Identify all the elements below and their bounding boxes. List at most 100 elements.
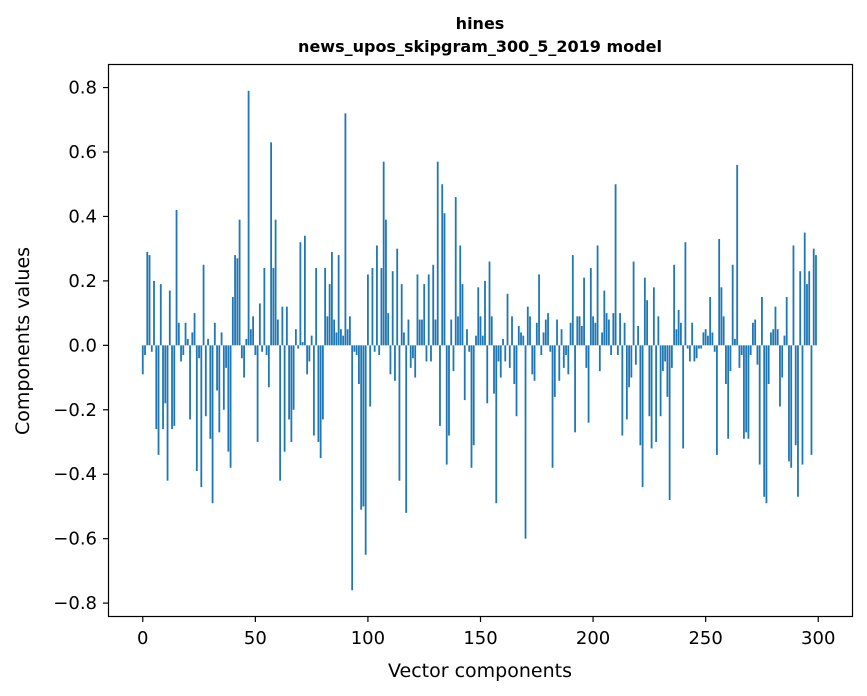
bar	[729, 345, 732, 372]
bar	[547, 313, 549, 346]
bar	[540, 345, 543, 355]
bar	[693, 345, 696, 362]
bar	[497, 345, 500, 362]
bar	[254, 345, 257, 355]
y-tick-label: −0.6	[53, 529, 97, 550]
bar	[556, 319, 558, 346]
bar	[198, 345, 200, 359]
bar	[385, 219, 387, 346]
x-tick-label: 200	[576, 628, 610, 649]
bar	[616, 345, 619, 355]
bar	[524, 345, 527, 539]
bar	[801, 345, 804, 465]
bar	[578, 316, 581, 346]
bar	[367, 274, 369, 346]
bar	[306, 345, 309, 375]
x-axis: 0 50 100 150 200 250 300	[137, 616, 835, 649]
bar	[538, 274, 540, 346]
bar	[619, 313, 621, 346]
bar	[684, 242, 687, 346]
bar	[436, 161, 439, 346]
bar	[499, 345, 502, 378]
bar	[515, 345, 518, 417]
bar	[297, 345, 300, 349]
bar	[776, 329, 779, 346]
bar	[173, 345, 176, 426]
bar	[189, 345, 191, 420]
bar	[587, 345, 590, 423]
bar	[612, 313, 615, 346]
bar	[303, 235, 306, 346]
bar	[686, 345, 689, 349]
y-tick-label: −0.8	[53, 593, 97, 614]
bar	[803, 232, 806, 346]
bar	[175, 210, 178, 346]
bar	[668, 345, 671, 500]
bar	[247, 90, 250, 346]
bar	[416, 274, 419, 346]
bar	[632, 261, 635, 346]
bar	[263, 268, 266, 346]
bar	[159, 284, 162, 346]
bar	[283, 345, 286, 452]
bar	[299, 242, 302, 346]
bar	[675, 329, 678, 346]
chart-title: hines	[456, 14, 505, 33]
bar	[754, 319, 757, 346]
bar	[761, 297, 763, 346]
bar	[421, 319, 423, 346]
bar	[331, 251, 333, 346]
y-tick-label: 0.6	[68, 142, 97, 163]
bar	[326, 316, 329, 346]
bar	[272, 268, 275, 346]
bar	[614, 184, 617, 346]
bar	[405, 345, 408, 513]
bar	[340, 329, 342, 346]
bar	[234, 255, 236, 346]
bar	[157, 345, 160, 455]
bar	[229, 345, 232, 468]
bar	[333, 319, 336, 346]
bar	[382, 161, 385, 346]
bar	[414, 345, 417, 378]
bar	[639, 345, 642, 446]
bar	[630, 345, 633, 378]
bar	[292, 345, 295, 410]
bar	[378, 345, 381, 355]
bar	[646, 300, 649, 346]
bar	[371, 268, 374, 346]
bar	[772, 329, 775, 346]
bar	[430, 345, 432, 362]
y-tick-label: 0.2	[68, 271, 97, 292]
bar	[294, 329, 297, 346]
bar	[315, 268, 318, 346]
bar	[301, 342, 304, 346]
bar	[779, 345, 781, 407]
bar	[734, 338, 736, 346]
bar	[452, 345, 455, 372]
bar	[182, 345, 185, 355]
bar	[168, 290, 171, 346]
bar	[441, 184, 444, 346]
bar	[576, 316, 579, 346]
bar	[767, 345, 770, 384]
bar	[177, 322, 180, 346]
bar	[583, 277, 585, 346]
bar	[567, 345, 570, 375]
bar	[799, 271, 802, 346]
bar	[652, 287, 655, 346]
bar	[486, 345, 489, 404]
bar	[353, 345, 356, 352]
bar	[249, 329, 252, 346]
bar	[677, 309, 680, 346]
x-tick-label: 150	[463, 628, 497, 649]
bar	[533, 345, 536, 381]
bar	[679, 322, 682, 346]
bar	[511, 316, 513, 346]
bar	[355, 345, 358, 355]
bar	[623, 322, 626, 346]
bar	[238, 219, 241, 346]
bar	[720, 287, 723, 346]
bar	[360, 345, 363, 510]
bar	[704, 329, 707, 346]
